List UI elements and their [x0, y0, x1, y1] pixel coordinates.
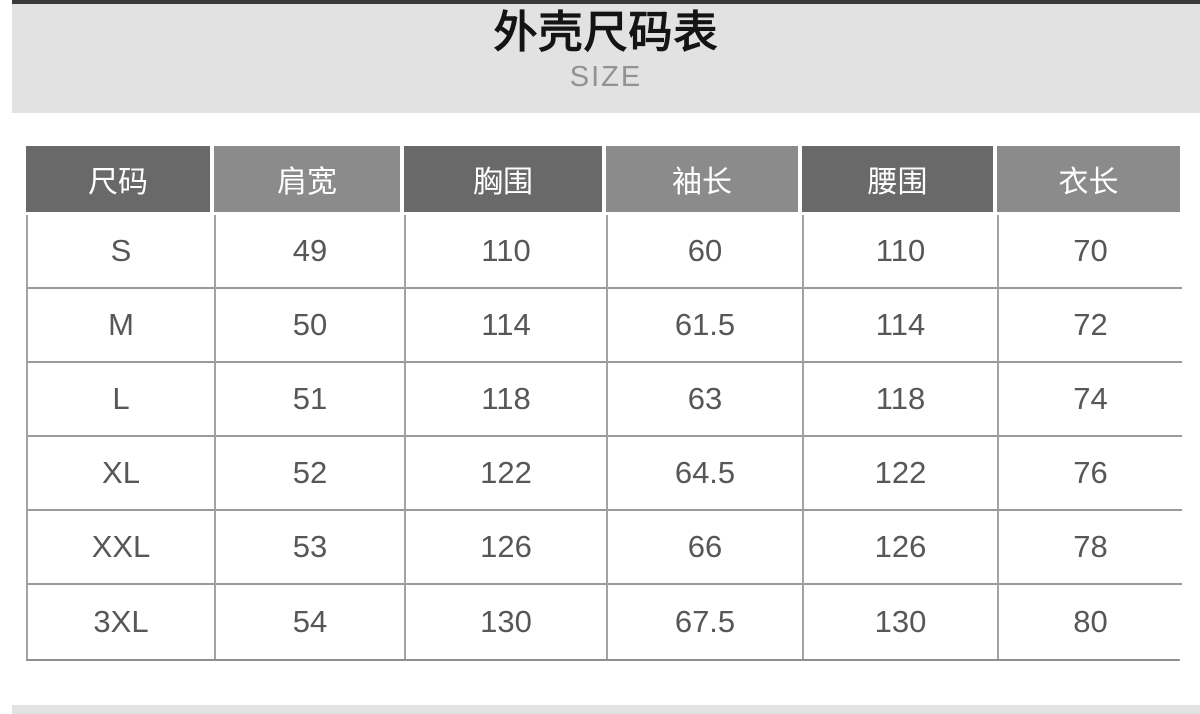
row-3xl-sleeve: 67.5	[608, 585, 804, 659]
row-xl-sleeve: 64.5	[608, 437, 804, 511]
row-m-shoulder: 50	[216, 289, 406, 363]
page-subtitle: SIZE	[569, 61, 643, 93]
row-m-chest: 114	[406, 289, 608, 363]
row-s-length: 70	[999, 215, 1182, 289]
row-xxl-sleeve: 66	[608, 511, 804, 585]
size-table-body: S 49 110 60 110 70 M 50 114 61.5 114 72 …	[26, 215, 1182, 661]
page-title: 外壳尺码表	[493, 8, 719, 57]
row-3xl-size-label: 3XL	[28, 585, 216, 659]
row-l-sleeve: 63	[608, 363, 804, 437]
row-xxl-chest: 126	[406, 511, 608, 585]
row-s-sleeve: 60	[608, 215, 804, 289]
header-cell-sleeve: 袖长	[606, 146, 802, 212]
row-3xl-length: 80	[999, 585, 1182, 659]
row-3xl-waist: 130	[804, 585, 999, 659]
row-l-waist: 118	[804, 363, 999, 437]
row-s-size-label: S	[28, 215, 216, 289]
row-s-waist: 110	[804, 215, 999, 289]
row-3xl-shoulder: 54	[216, 585, 406, 659]
row-m-sleeve: 61.5	[608, 289, 804, 363]
row-m-size-label: M	[28, 289, 216, 363]
row-l-length: 74	[999, 363, 1182, 437]
row-l-chest: 118	[406, 363, 608, 437]
row-xl-waist: 122	[804, 437, 999, 511]
header-cell-size: 尺码	[26, 146, 214, 212]
row-s-chest: 110	[406, 215, 608, 289]
row-xl-chest: 122	[406, 437, 608, 511]
row-m-waist: 114	[804, 289, 999, 363]
row-xxl-size-label: XXL	[28, 511, 216, 585]
row-xxl-waist: 126	[804, 511, 999, 585]
row-xl-length: 76	[999, 437, 1182, 511]
row-xl-shoulder: 52	[216, 437, 406, 511]
row-xl-size-label: XL	[28, 437, 216, 511]
header-cell-shoulder: 肩宽	[214, 146, 404, 212]
header-cell-length: 衣长	[997, 146, 1180, 212]
size-table-header-row: 尺码 肩宽 胸围 袖长 腰围 衣长	[26, 146, 1180, 212]
header-cell-waist: 腰围	[802, 146, 997, 212]
row-s-shoulder: 49	[216, 215, 406, 289]
row-l-shoulder: 51	[216, 363, 406, 437]
size-table: 尺码 肩宽 胸围 袖长 腰围 衣长 S 49 110 60 110 70 M 5…	[26, 146, 1182, 661]
next-section-band	[12, 705, 1200, 714]
size-chart-banner: 外壳尺码表 SIZE	[12, 0, 1200, 113]
row-l-size-label: L	[28, 363, 216, 437]
row-m-length: 72	[999, 289, 1182, 363]
header-cell-chest: 胸围	[404, 146, 606, 212]
row-xxl-length: 78	[999, 511, 1182, 585]
row-xxl-shoulder: 53	[216, 511, 406, 585]
row-3xl-chest: 130	[406, 585, 608, 659]
